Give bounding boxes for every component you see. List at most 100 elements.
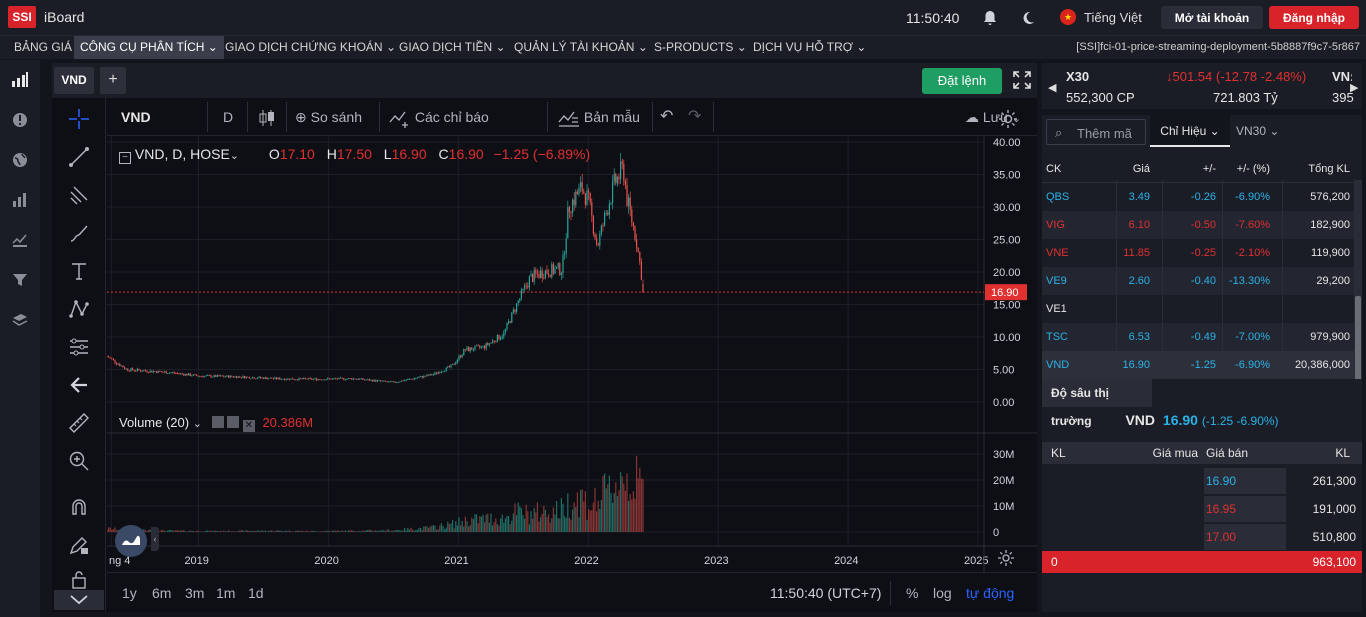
ticker-next-icon[interactable]: ▶ xyxy=(1350,82,1359,94)
watchlist-row[interactable]: TSC 6.53 -0.49 -7.00% 979,900 xyxy=(1042,323,1354,351)
menu-s-products[interactable]: S-PRODUCTS ⌄ xyxy=(654,40,747,54)
log-scale-toggle[interactable]: log xyxy=(933,585,952,601)
ruler-icon[interactable] xyxy=(66,412,92,438)
trend-line-icon[interactable] xyxy=(66,146,92,172)
watchlist-row[interactable]: VIG 6.10 -0.50 -7.60% 182,900 xyxy=(1042,211,1354,239)
text-tool-icon[interactable] xyxy=(66,260,92,286)
watchlist-group-tab[interactable]: Chỉ Hiệu ⌄ xyxy=(1150,115,1230,147)
volume-bar xyxy=(268,530,270,532)
globe-icon[interactable] xyxy=(10,152,30,172)
menu-support-services[interactable]: DỊCH VỤ HỖ TRỢ ⌄ xyxy=(753,40,867,54)
volume-bar xyxy=(421,529,423,532)
zoom-icon[interactable] xyxy=(66,450,92,476)
add-tab-button[interactable]: + xyxy=(100,67,126,94)
ticker-prev-icon[interactable]: ◀ xyxy=(1048,82,1057,94)
price-chart-svg[interactable]: 40.00 35.00 30.00 25.00 20.00 15.00 10.00 5.00 0… xyxy=(106,136,1037,572)
watchlist-row[interactable]: VND 16.90 -1.25 -6.90% 20,386,000 xyxy=(1042,351,1354,379)
toolbar-divider xyxy=(379,102,380,132)
open-account-button[interactable]: Mở tài khoản xyxy=(1161,6,1263,29)
magnet-icon[interactable] xyxy=(66,496,92,522)
volume-bar xyxy=(514,503,516,532)
volume-bar xyxy=(476,514,478,532)
candle-body xyxy=(394,381,396,383)
chart-settings-icon[interactable] xyxy=(997,108,1019,130)
range-1m[interactable]: 1m xyxy=(216,585,236,601)
filter-icon[interactable] xyxy=(10,272,30,292)
add-symbol-field[interactable]: ⌕ Thêm mã xyxy=(1046,119,1146,145)
collapse-legend-icon[interactable]: − xyxy=(119,152,131,164)
candle-body xyxy=(509,321,511,323)
brush-icon[interactable] xyxy=(66,222,92,248)
time-axis-settings-icon[interactable] xyxy=(997,549,1015,567)
hide-toolbar-button[interactable]: ‹ xyxy=(151,527,159,551)
indicators-button[interactable]: Các chỉ báo xyxy=(389,98,489,136)
undo-icon[interactable]: ↶ xyxy=(660,108,674,125)
watchlist-cell-ck: VE9 xyxy=(1046,275,1067,287)
timezone-display[interactable]: 11:50:40 (UTC+7) xyxy=(770,585,882,601)
market-depth-tab[interactable]: Độ sâu thị trường xyxy=(1042,379,1152,428)
market-chart-icon[interactable] xyxy=(10,232,30,252)
close-icon[interactable]: ✕ xyxy=(242,420,255,432)
watchlist-row[interactable]: QBS 3.49 -0.26 -6.90% 576,200 xyxy=(1042,183,1354,211)
redo-icon[interactable]: ↷ xyxy=(688,108,702,125)
index-ticker[interactable]: ◀ X30 ↓501.54 (-12.78 -2.48%) VN: 552,30… xyxy=(1042,63,1362,109)
volume-bar xyxy=(597,500,599,532)
fullscreen-icon[interactable] xyxy=(1012,71,1032,91)
volume-bar xyxy=(621,476,623,532)
chart-plot-area[interactable]: 40.00 35.00 30.00 25.00 20.00 15.00 10.00 5.00 0… xyxy=(106,136,1037,572)
templates-button[interactable]: Bản mẫu xyxy=(558,98,640,136)
pitchfork-icon[interactable] xyxy=(66,184,92,210)
range-1y[interactable]: 1y xyxy=(122,585,137,601)
volume-label[interactable]: Volume (20) xyxy=(119,415,190,430)
range-3m[interactable]: 3m xyxy=(185,585,205,601)
crosshair-icon[interactable] xyxy=(66,108,92,134)
tradingview-logo-icon[interactable] xyxy=(115,525,147,557)
volume-bar xyxy=(252,531,254,532)
candle-type-icon[interactable] xyxy=(257,98,277,136)
bar-chart-icon[interactable] xyxy=(10,72,30,92)
symbol-search[interactable]: VND xyxy=(121,109,151,125)
watchlist-row[interactable]: VNE 11.85 -0.25 -2.10% 119,900 xyxy=(1042,239,1354,267)
depth-ask-row[interactable]: 16.90 261,300 xyxy=(1042,468,1362,494)
eye-icon[interactable] xyxy=(211,416,224,428)
watchlist-scrollbar[interactable] xyxy=(1354,180,1362,440)
bell-icon[interactable] xyxy=(982,10,998,26)
time-tick-label: 2021 xyxy=(444,555,468,567)
book-icon[interactable] xyxy=(10,312,30,332)
compare-button[interactable]: ⊕ So sánh xyxy=(295,109,362,125)
watchlist-row[interactable]: VE9 2.60 -0.40 -13.30% 29,200 xyxy=(1042,267,1354,295)
depth-ask-row[interactable]: 16.95 191,000 xyxy=(1042,496,1362,522)
language-selector[interactable]: ★ Tiếng Việt xyxy=(1060,9,1142,25)
vn30-group-tab[interactable]: VN30 ⌄ xyxy=(1236,124,1280,138)
watchlist-row[interactable]: VE1 xyxy=(1042,295,1354,323)
depth-ask-row[interactable]: 17.00 510,800 xyxy=(1042,524,1362,550)
auto-scale-toggle[interactable]: tự động xyxy=(966,585,1015,601)
chart-tab-vnd[interactable]: VND xyxy=(54,67,94,94)
scrollbar-thumb[interactable] xyxy=(1355,296,1361,436)
volume-bar xyxy=(488,522,490,532)
range-1d[interactable]: 1d xyxy=(248,585,264,601)
measure-tool-icon[interactable] xyxy=(66,336,92,362)
volume-bar xyxy=(399,530,401,532)
login-button[interactable]: Đăng nhập xyxy=(1269,6,1359,29)
menu-account-management[interactable]: QUẢN LÝ TÀI KHOẢN ⌄ xyxy=(514,40,648,54)
pattern-icon[interactable] xyxy=(66,298,92,324)
draw-lock-icon[interactable] xyxy=(66,534,92,560)
moon-icon[interactable] xyxy=(1020,10,1036,26)
place-order-button[interactable]: Đặt lệnh xyxy=(922,68,1002,94)
percent-scale-toggle[interactable]: % xyxy=(906,585,919,601)
menu-cash-trading[interactable]: GIAO DỊCH TIỀN ⌄ xyxy=(399,40,506,54)
statistics-icon[interactable] xyxy=(10,192,30,212)
toolbar-scroll-down-button[interactable] xyxy=(54,590,104,610)
menu-analysis-tools[interactable]: CÔNG CỤ PHÂN TÍCH ⌄ xyxy=(74,36,224,59)
alert-icon[interactable] xyxy=(10,112,30,132)
lock-icon[interactable] xyxy=(66,568,92,594)
ssi-logo[interactable]: SSI xyxy=(8,6,36,28)
back-arrow-icon[interactable] xyxy=(66,374,92,400)
interval-selector[interactable]: D xyxy=(223,109,234,125)
settings-small-icon[interactable] xyxy=(227,416,240,428)
legend-title[interactable]: VND, D, HOSE xyxy=(134,146,230,162)
menu-securities-trading[interactable]: GIAO DỊCH CHỨNG KHOÁN ⌄ xyxy=(225,40,396,54)
range-6m[interactable]: 6m xyxy=(152,585,172,601)
menu-price-board[interactable]: BẢNG GIÁ xyxy=(14,40,73,54)
